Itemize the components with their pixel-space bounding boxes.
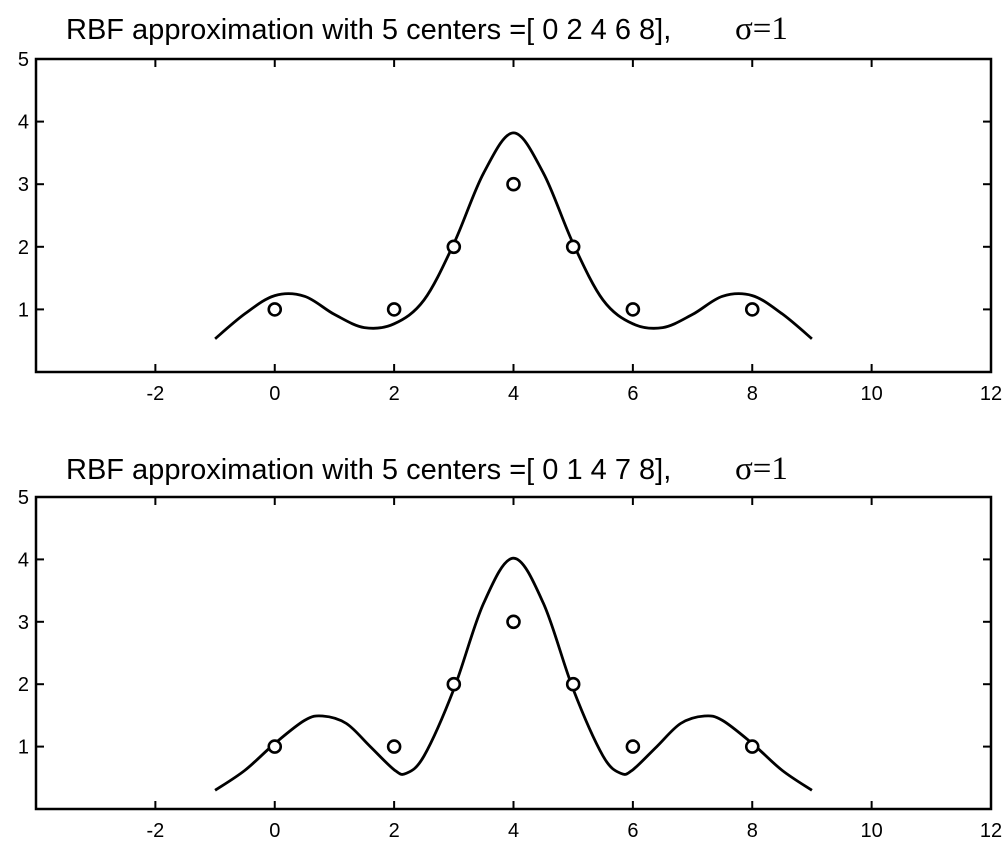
x-tick-label-top: -2 [146, 383, 164, 405]
data-point-top [506, 176, 521, 192]
chart-panel-bottom: RBF approximation with 5 centers =[ 0 1 … [18, 451, 1002, 842]
x-tick-label-top: 0 [269, 383, 280, 405]
x-tick-label-top: 10 [861, 383, 883, 405]
y-tick-label-bottom: 3 [18, 612, 29, 634]
data-point-bottom [267, 739, 283, 754]
chart-title-sigma-top: σ=1 [735, 11, 788, 47]
x-tick-label-bottom: 2 [389, 820, 400, 842]
rbf-curve-top [214, 131, 813, 340]
chart-panel-top: RBF approximation with 5 centers =[ 0 2 … [18, 11, 1002, 405]
y-tick-label-bottom: 2 [18, 674, 29, 696]
x-tick-label-top: 4 [508, 383, 519, 405]
data-point-bottom [386, 739, 402, 754]
x-tick-label-bottom: 6 [627, 820, 638, 842]
data-point-top [446, 239, 462, 255]
y-tick-label-top: 4 [18, 112, 29, 134]
chart-title-top: RBF approximation with 5 centers =[ 0 2 … [66, 14, 671, 46]
y-tick-label-bottom: 4 [18, 549, 29, 571]
rbf-curve-bottom [214, 556, 813, 792]
x-tick-label-bottom: -2 [146, 820, 164, 842]
x-tick-label-bottom: 8 [747, 820, 758, 842]
data-point-top [744, 302, 760, 317]
data-point-bottom [565, 676, 581, 692]
x-tick-label-top: 2 [389, 383, 400, 405]
data-point-top [565, 239, 581, 255]
data-point-bottom [506, 614, 521, 630]
x-tick-label-top: 12 [980, 383, 1002, 405]
data-point-top [267, 302, 283, 317]
y-tick-label-bottom: 5 [18, 487, 29, 509]
x-tick-label-bottom: 10 [861, 820, 883, 842]
x-tick-label-bottom: 4 [508, 820, 519, 842]
data-point-top [625, 302, 641, 317]
axes-frame-top [34, 57, 993, 374]
y-tick-label-top: 1 [18, 299, 29, 321]
y-tick-label-bottom: 1 [18, 737, 29, 759]
data-point-bottom [744, 739, 760, 754]
axes-frame-bottom [34, 495, 993, 811]
x-tick-label-top: 8 [747, 383, 758, 405]
chart-title-sigma-bottom: σ=1 [735, 451, 788, 487]
chart-title-bottom: RBF approximation with 5 centers =[ 0 1 … [66, 454, 671, 486]
x-tick-label-bottom: 12 [980, 820, 1002, 842]
y-tick-label-top: 3 [18, 174, 29, 196]
data-point-top [386, 302, 402, 317]
x-tick-label-bottom: 0 [269, 820, 280, 842]
y-tick-label-top: 5 [18, 49, 29, 71]
data-point-bottom [625, 739, 641, 754]
data-point-bottom [446, 676, 462, 692]
y-tick-label-top: 2 [18, 237, 29, 259]
x-tick-label-top: 6 [627, 383, 638, 405]
